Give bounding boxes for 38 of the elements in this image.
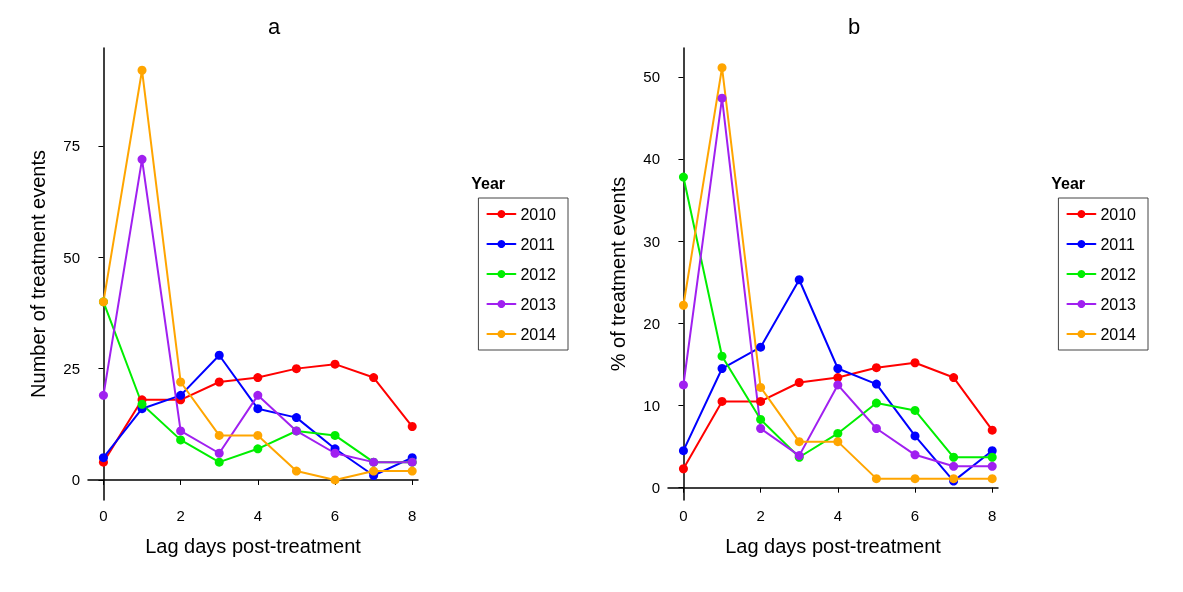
y-axis-title: % of treatment events (607, 176, 629, 372)
y-tick-label: 20 (643, 314, 660, 332)
x-tick-label: 8 (988, 507, 997, 524)
legend-label: 2014 (1100, 325, 1137, 343)
x-tick-label: 4 (253, 507, 262, 524)
legend-label: 2011 (1100, 235, 1135, 253)
y-tick-label: 10 (643, 396, 660, 414)
x-tick-label: 6 (910, 507, 920, 524)
x-tick-label: 2 (756, 507, 765, 524)
chart-title: a (268, 13, 281, 39)
x-axis-title: Lag days post-treatment (725, 535, 942, 557)
y-axis-title: Number of treatment events (27, 150, 49, 398)
legend-label: 2010 (520, 205, 557, 223)
legend-label: 2014 (520, 325, 557, 343)
y-tick-label: 30 (643, 232, 660, 250)
x-tick-label: 4 (833, 507, 842, 524)
y-tick-label: 50 (63, 248, 80, 266)
legend-title: Year (471, 174, 505, 192)
y-tick-label: 40 (643, 150, 660, 168)
legend-label: 2010 (1100, 205, 1137, 223)
y-tick-label: 50 (643, 68, 660, 86)
chart-title: b (848, 13, 861, 39)
y-tick-label: 0 (651, 479, 660, 497)
legend-label: 2011 (520, 235, 555, 253)
x-tick-label: 2 (176, 507, 185, 524)
legend-label: 2012 (1100, 265, 1137, 283)
x-tick-label: 8 (408, 507, 417, 524)
legend-label: 2012 (520, 265, 557, 283)
legend-label: 2013 (520, 295, 557, 313)
x-tick-label: 0 (679, 507, 688, 524)
y-tick-label: 25 (63, 360, 80, 378)
legend-label: 2013 (1100, 295, 1137, 313)
x-tick-label: 6 (330, 507, 340, 524)
legend-title: Year (1051, 174, 1085, 192)
x-axis-title: Lag days post-treatment (145, 535, 362, 557)
y-tick-label: 0 (71, 471, 80, 489)
x-tick-label: 0 (99, 507, 108, 524)
y-tick-label: 75 (63, 137, 80, 155)
